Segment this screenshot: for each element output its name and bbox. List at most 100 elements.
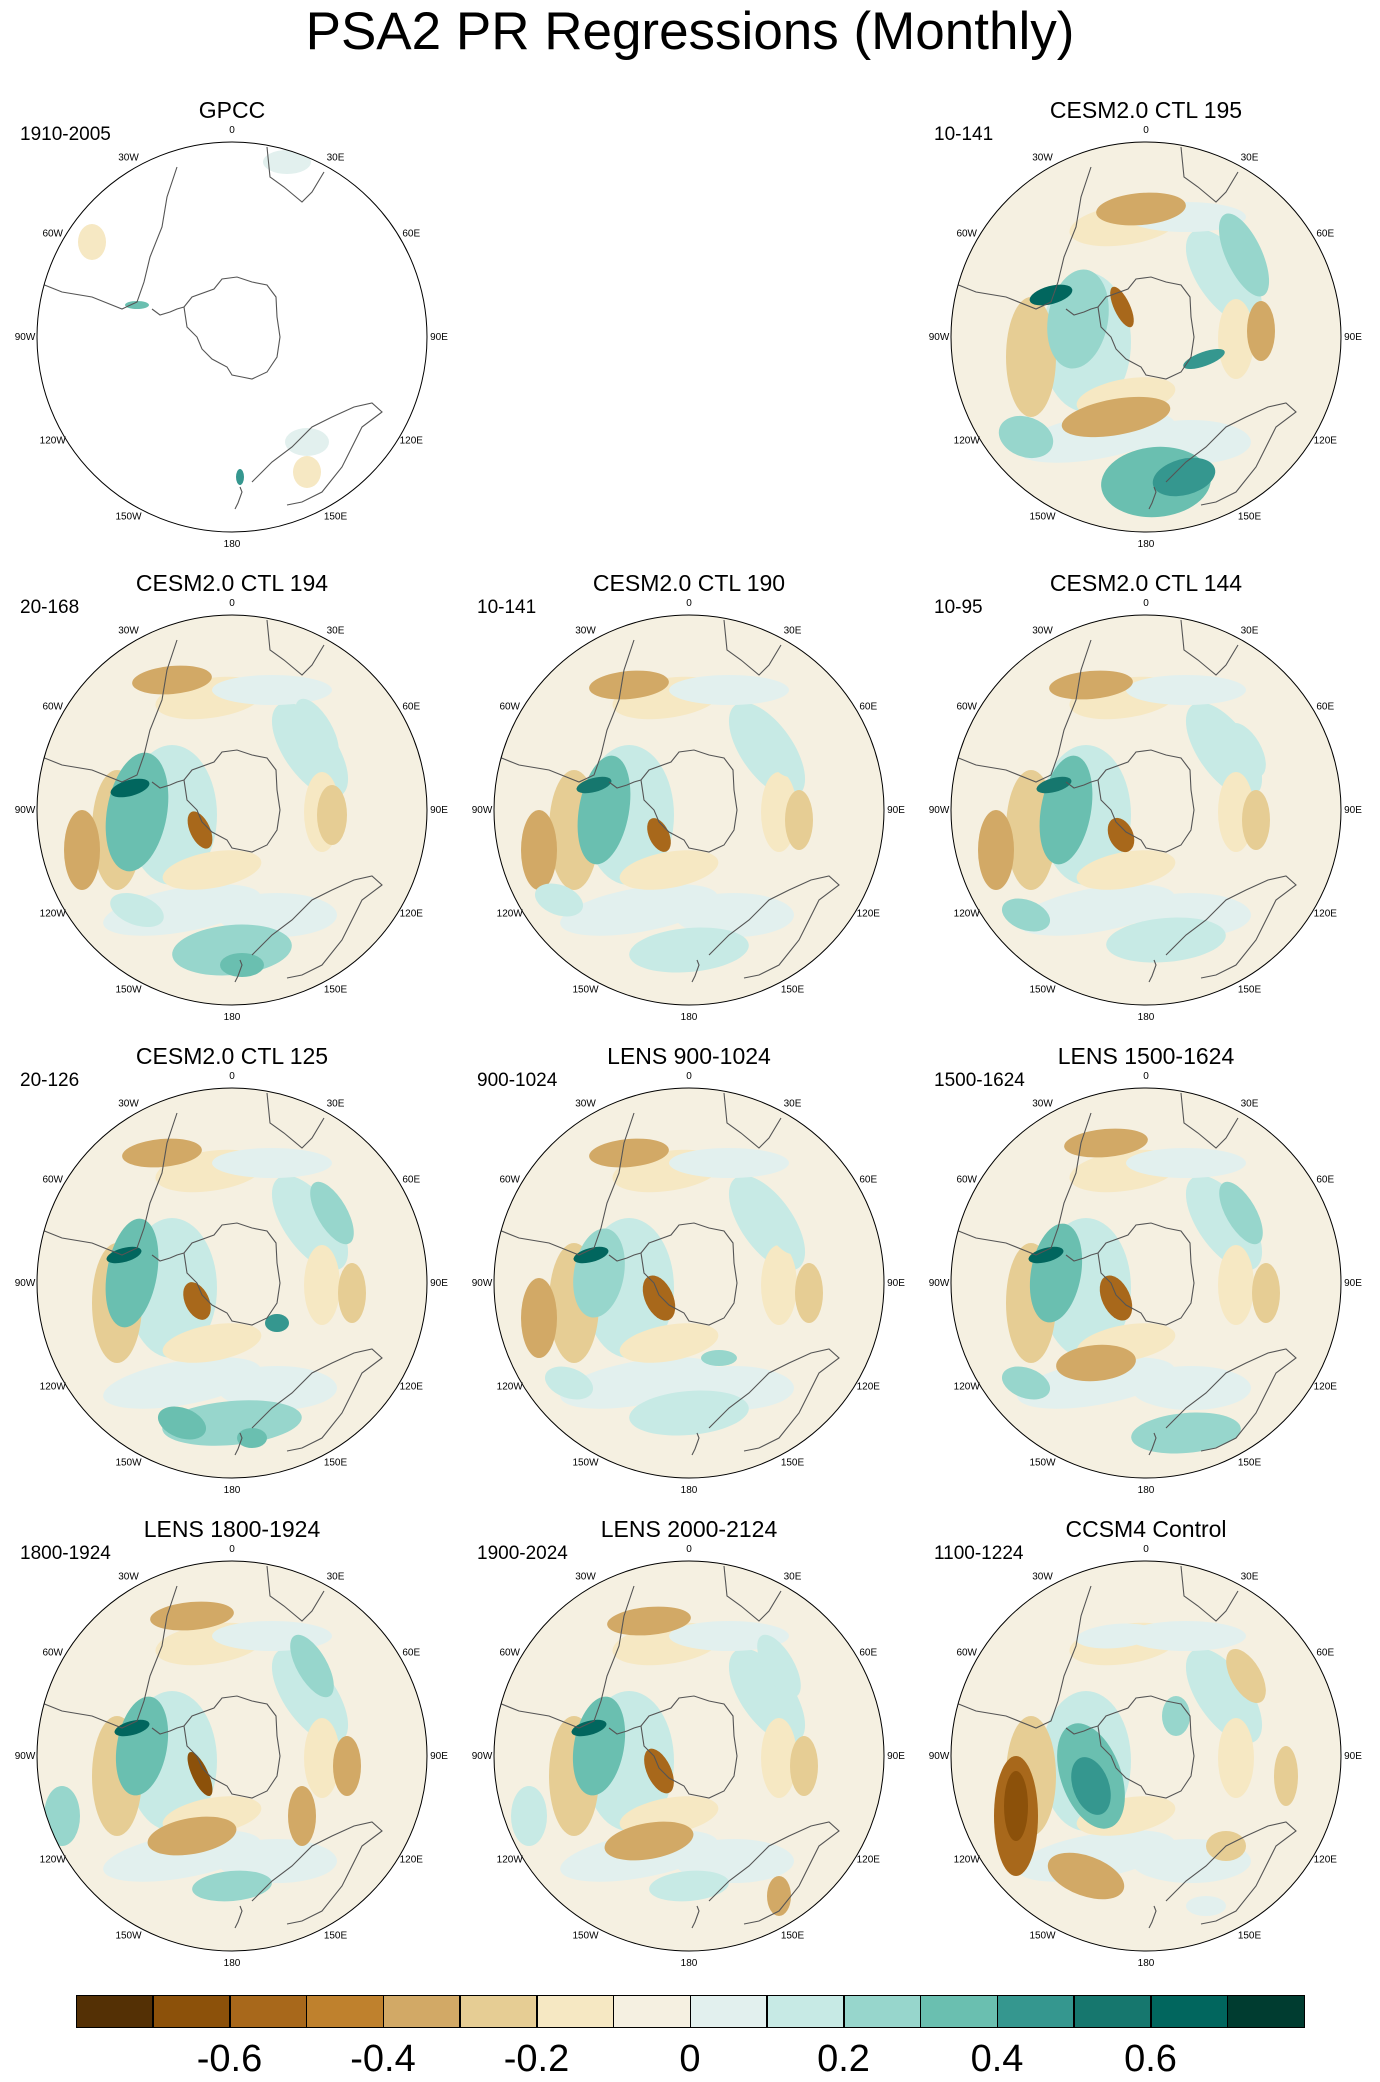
coastline — [266, 619, 325, 676]
longitude-label: 90E — [430, 1278, 448, 1289]
colorbar-tick-label: -0.4 — [350, 2038, 416, 2080]
anomaly-contour — [1071, 1757, 1111, 1815]
colorbar-box — [306, 1995, 384, 2028]
longitude-label: 0 — [229, 1071, 235, 1082]
anomaly-contour — [285, 428, 329, 456]
anomaly-contour — [114, 1719, 150, 1737]
coastline — [691, 1905, 700, 1929]
anomaly-contour — [64, 810, 100, 890]
coastline — [494, 1112, 635, 1256]
anomaly-contour — [1126, 1621, 1246, 1651]
panel-title: CESM2.0 CTL 144 — [1049, 570, 1243, 596]
longitude-label: 90W — [472, 1278, 493, 1289]
anomaly-contour — [576, 776, 612, 794]
longitude-label: 60W — [42, 1648, 63, 1659]
anomaly-contour — [629, 1390, 749, 1436]
colorbar-tick-label: -0.6 — [196, 2038, 263, 2080]
anomaly-contour — [1126, 675, 1246, 705]
anomaly-contour — [115, 1696, 169, 1796]
anomaly-contour — [271, 1648, 349, 1744]
colorbar-tick-label: 0.4 — [970, 2038, 1024, 2080]
longitude-label: 120E — [857, 909, 881, 920]
map-boundary — [950, 1560, 1342, 1952]
colorbar-tick-label: 0.2 — [817, 2038, 870, 2080]
anomaly-contour — [212, 675, 332, 705]
coastline — [1097, 276, 1195, 380]
panel-period: 1100-1224 — [934, 1543, 1024, 1564]
map-panel: LENS 1500-1624 1500-1624 0 30E 60E 90E 120E 150… — [926, 1043, 1366, 1496]
longitude-label: 30W — [575, 1099, 596, 1110]
colorbar-box — [1073, 1995, 1151, 2028]
coastlines — [951, 1565, 1297, 1929]
coastline — [251, 1348, 383, 1452]
anomaly-contour — [110, 778, 150, 798]
anomaly-contour — [1218, 1245, 1254, 1325]
longitude-label: 180 — [1138, 539, 1155, 550]
longitude-label: 90E — [887, 805, 905, 816]
longitude-label: 120W — [40, 909, 67, 920]
coastline — [1065, 1725, 1099, 1735]
anomaly-contour — [649, 1870, 729, 1902]
map-panel: LENS 2000-2124 1900-2024 0 30E 60E 90E 120E 150… — [469, 1516, 909, 1969]
map-panel: CESM2.0 CTL 190 10-141 0 30E 60E 90E 120E 150E 1… — [469, 570, 909, 1023]
coastline — [234, 1432, 243, 1456]
coastline — [1065, 1252, 1099, 1262]
anomaly-contour — [757, 1191, 801, 1255]
anomaly-contour — [757, 1634, 801, 1698]
longitude-label: 180 — [681, 1958, 698, 1969]
anomaly-contour — [187, 1751, 213, 1797]
anomaly-contour — [150, 1601, 234, 1631]
coastlines — [494, 1565, 840, 1929]
anomaly-contour — [571, 1719, 607, 1737]
longitude-label: 60W — [956, 1648, 977, 1659]
longitude-label: 120W — [954, 1855, 981, 1866]
anomaly-contour — [1126, 1148, 1246, 1178]
longitude-label: 60W — [499, 702, 520, 713]
longitude-label: 60W — [42, 702, 63, 713]
map-field — [494, 1561, 884, 1951]
anomaly-contour — [1131, 1366, 1251, 1410]
anomaly-contour — [1096, 192, 1186, 226]
anomaly-contour — [629, 927, 749, 973]
anomaly-contour — [669, 1148, 789, 1178]
anomaly-contour — [304, 1245, 340, 1325]
polar-map: 0 30E 60E 90E 120E 150E 180 150W 120W 90W 60W 30W — [15, 1071, 449, 1496]
colorbar-box — [843, 1995, 921, 2028]
anomaly-contour — [1185, 1175, 1263, 1271]
longitude-label: 120W — [497, 1855, 524, 1866]
longitude-label: 120E — [857, 1855, 881, 1866]
longitude-label: 90W — [929, 332, 950, 343]
anomaly-contour — [236, 469, 244, 485]
longitude-label: 150W — [572, 1457, 599, 1468]
coastline — [608, 779, 642, 789]
coastline — [1148, 1432, 1157, 1456]
anomaly-contour — [619, 1323, 719, 1363]
coastlines — [494, 1092, 840, 1456]
anomaly-contour — [78, 224, 106, 260]
map-field — [37, 1561, 427, 1951]
anomaly-contour — [1029, 284, 1073, 306]
map-field — [951, 1088, 1341, 1478]
coastline — [251, 875, 383, 979]
anomaly-contour — [1029, 1223, 1083, 1323]
anomaly-contour — [304, 1718, 340, 1798]
polar-map: 0 30E 60E 90E 120E 150E 180 150W 120W 90W 60W 30W — [929, 598, 1363, 1023]
colorbar — [76, 1995, 1305, 2028]
longitude-label: 60W — [42, 1175, 63, 1186]
coastline — [1097, 749, 1195, 853]
coastline — [1180, 619, 1239, 676]
coastlines — [951, 619, 1297, 983]
anomaly-contour — [317, 785, 347, 845]
coastline — [691, 1432, 700, 1456]
anomaly-contour — [162, 1323, 262, 1363]
longitude-label: 90W — [472, 805, 493, 816]
map-panel: CESM2.0 CTL 194 20-168 0 30E 60E 90E 120E 150E 1… — [12, 570, 452, 1023]
coastline — [266, 1092, 325, 1149]
longitude-label: 150W — [115, 1457, 142, 1468]
longitude-label: 150E — [324, 984, 348, 995]
coastline — [266, 1565, 325, 1622]
anomaly-contour — [271, 702, 349, 798]
longitude-label: 60E — [859, 702, 877, 713]
anomaly-contour — [521, 1278, 557, 1358]
longitude-label: 150W — [115, 984, 142, 995]
